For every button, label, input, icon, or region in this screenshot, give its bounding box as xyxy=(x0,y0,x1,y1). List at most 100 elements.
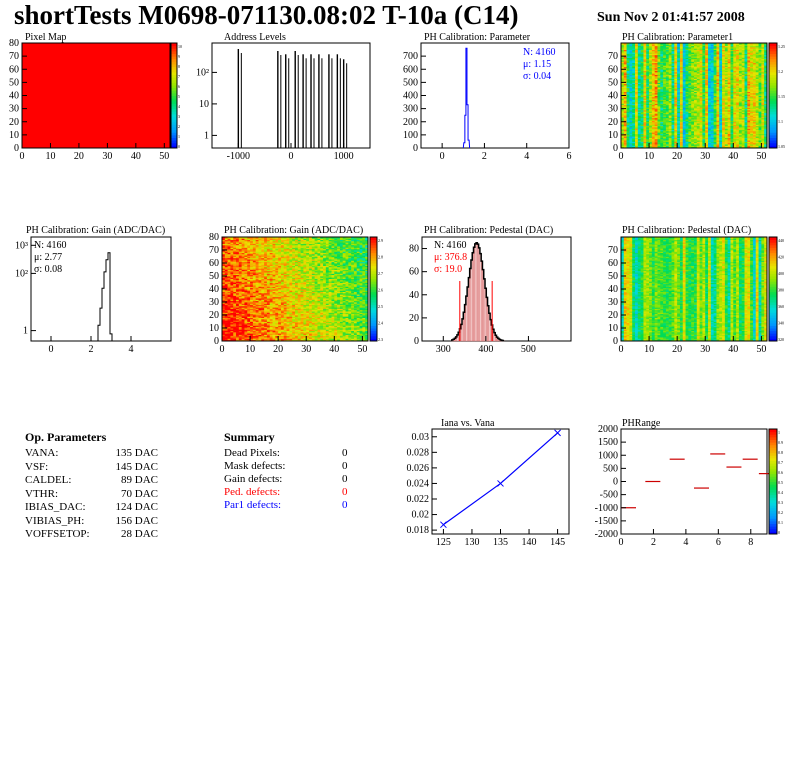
heatmap-cell xyxy=(629,87,633,90)
heatmap-cell xyxy=(750,98,754,100)
heatmap-cell xyxy=(640,115,644,117)
heatmap-cell xyxy=(632,48,636,50)
heatmap-cell xyxy=(637,52,642,54)
heatmap-cell xyxy=(747,62,751,65)
heatmap-cell xyxy=(744,52,748,54)
heatmap-cell xyxy=(660,92,664,95)
heatmap-cell xyxy=(657,130,661,133)
heatmap-cell xyxy=(741,132,745,134)
heatmap-cell xyxy=(637,61,642,64)
heatmap-cell xyxy=(730,82,734,85)
heatmap-cell xyxy=(691,117,695,120)
heatmap-cell xyxy=(688,103,692,106)
heatmap-cell xyxy=(736,75,740,78)
heatmap-cell xyxy=(632,144,636,146)
heatmap-cell xyxy=(719,132,723,134)
heatmap-cell xyxy=(649,83,653,86)
heatmap-cell xyxy=(724,71,729,74)
heatmap-cell xyxy=(640,123,644,125)
heatmap-cell xyxy=(736,130,740,133)
heatmap-cell xyxy=(755,142,759,145)
heatmap-cell xyxy=(682,58,686,61)
heatmap-cell xyxy=(752,124,757,127)
heatmap-cell xyxy=(708,116,712,119)
heatmap-cell xyxy=(750,52,754,54)
heatmap-cell xyxy=(643,81,647,83)
heatmap-cell xyxy=(637,66,642,69)
heatmap-cell xyxy=(696,53,701,56)
heatmap-cell xyxy=(694,112,698,115)
heatmap-cell xyxy=(694,96,698,99)
heatmap-cell xyxy=(741,128,745,131)
heatmap-cell xyxy=(649,61,653,64)
heatmap-cell xyxy=(629,129,633,132)
heatmap-cell xyxy=(629,74,633,77)
heatmap-cell xyxy=(719,70,723,73)
heatmap-cell xyxy=(677,53,681,56)
heatmap-cell xyxy=(716,145,720,148)
heatmap-cell xyxy=(635,45,639,48)
heatmap-cell xyxy=(719,79,723,82)
heatmap-cell xyxy=(702,124,706,127)
heatmap-cell xyxy=(727,128,731,131)
heatmap-cell xyxy=(651,116,656,119)
heatmap-cell xyxy=(733,117,737,120)
heatmap-cell xyxy=(685,94,689,96)
heatmap-cell xyxy=(747,109,751,112)
heatmap-cell xyxy=(741,96,745,99)
heatmap-cell xyxy=(733,112,737,115)
heatmap-cell xyxy=(730,73,734,75)
heatmap-cell xyxy=(688,120,692,123)
heatmap-cell xyxy=(747,132,751,134)
heatmap-cell xyxy=(688,56,692,58)
heatmap-cell xyxy=(733,57,737,60)
heatmap-cell xyxy=(665,141,670,144)
heatmap-cell xyxy=(722,141,726,144)
heatmap-cell xyxy=(736,112,740,115)
heatmap-cell xyxy=(696,145,701,148)
heatmap-cell xyxy=(679,54,684,57)
heatmap-cell xyxy=(750,96,754,99)
heatmap-cell xyxy=(679,141,684,144)
heatmap-cell xyxy=(649,117,653,120)
heatmap-cell xyxy=(640,45,644,48)
heatmap-cell xyxy=(750,69,754,71)
heatmap-cell xyxy=(665,66,670,69)
heatmap-cell xyxy=(716,79,720,82)
heatmap-cell xyxy=(677,125,681,128)
heatmap-cell xyxy=(705,73,709,75)
heatmap-cell xyxy=(668,52,672,54)
heatmap-cell xyxy=(635,74,639,77)
heatmap-cell xyxy=(750,65,754,68)
heatmap-cell xyxy=(741,145,745,148)
heatmap-cell xyxy=(730,91,734,94)
heatmap-cell xyxy=(705,103,709,106)
heatmap-cell xyxy=(727,50,731,53)
heatmap-cell xyxy=(741,67,745,70)
heatmap-cell xyxy=(719,61,723,64)
heatmap-cell xyxy=(682,124,686,127)
heatmap-cell xyxy=(679,45,684,48)
heatmap-cell xyxy=(744,94,748,96)
heatmap-cell xyxy=(738,127,743,129)
heatmap-cell xyxy=(710,106,715,108)
heatmap-cell xyxy=(663,50,667,53)
heatmap-cell xyxy=(643,98,647,100)
heatmap-cell xyxy=(651,82,656,85)
heatmap-cell xyxy=(621,69,625,71)
heatmap-cell xyxy=(713,74,717,77)
heatmap-cell xyxy=(750,115,754,117)
heatmap-cell xyxy=(632,94,636,96)
heatmap-cell xyxy=(635,102,639,104)
heatmap-cell xyxy=(677,64,681,66)
heatmap-cell xyxy=(724,112,729,115)
heatmap-cell xyxy=(750,106,754,108)
heatmap-cell xyxy=(640,81,644,83)
heatmap-cell xyxy=(632,67,636,70)
heatmap-cell xyxy=(719,86,723,89)
heatmap-cell xyxy=(643,145,647,148)
heatmap-cell xyxy=(736,46,740,49)
heatmap-cell xyxy=(727,86,731,89)
heatmap-cell xyxy=(719,52,723,54)
heatmap-cell xyxy=(649,125,653,128)
